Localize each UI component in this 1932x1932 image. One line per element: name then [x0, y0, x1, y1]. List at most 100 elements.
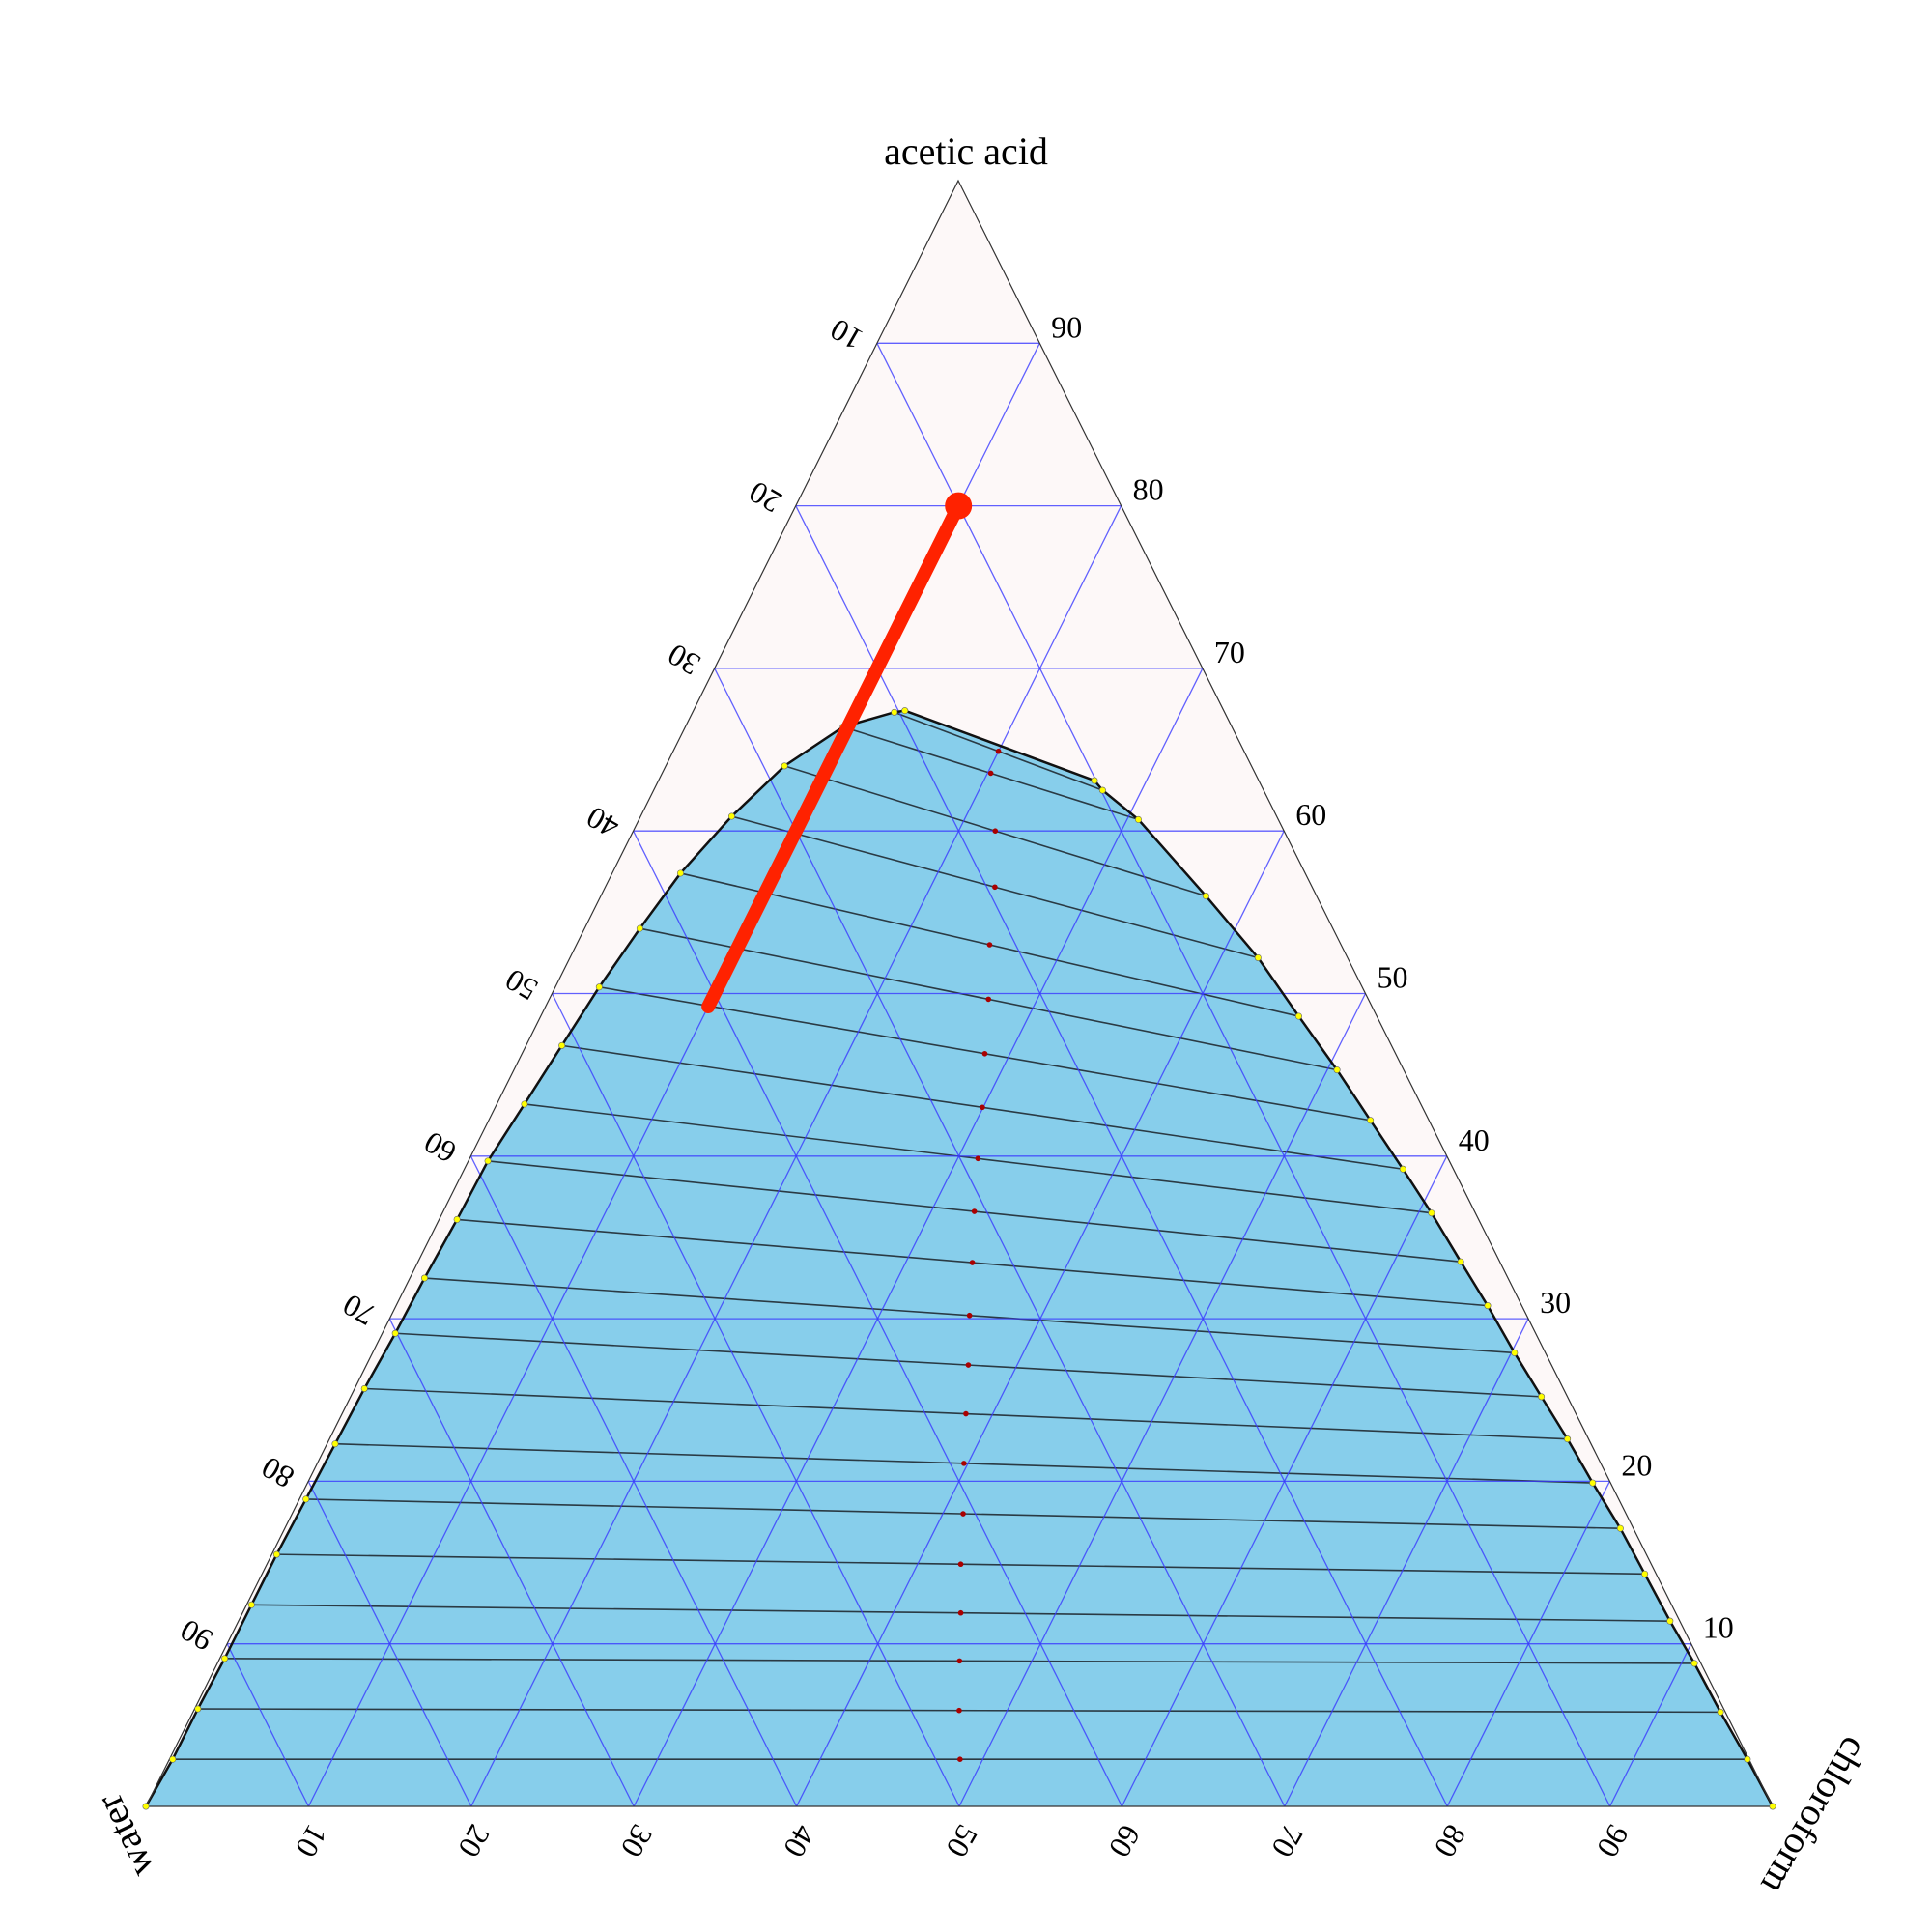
curve-point	[636, 924, 643, 932]
tick-label-chloroform: 50	[940, 1819, 985, 1863]
curve-point	[1616, 1524, 1624, 1532]
curve-point	[420, 1274, 428, 1282]
curve-point	[901, 707, 909, 715]
triangle-outline	[145, 179, 1774, 1807]
curve-point	[247, 1601, 255, 1608]
tick-label-acetic: 10	[1703, 1610, 1734, 1645]
grid-line-chloroform	[1609, 1643, 1692, 1807]
tie-line-midpoint	[985, 996, 992, 1003]
curve-point	[1589, 1479, 1597, 1487]
tick-label-water: 20	[743, 474, 787, 520]
tick-label-water: 60	[418, 1124, 463, 1170]
tick-label-acetic: 90	[1051, 309, 1082, 344]
curve-point	[1717, 1708, 1724, 1716]
tie-line-midpoint	[961, 1461, 967, 1466]
highlight-start-point	[945, 492, 973, 520]
tie-line-midpoint	[992, 828, 999, 834]
curve-point	[1511, 1349, 1519, 1356]
tick-label-chloroform: 40	[777, 1819, 822, 1863]
curve-point	[1428, 1209, 1435, 1217]
grid-line-water	[551, 993, 960, 1807]
tick-label-chloroform: 70	[1264, 1819, 1310, 1863]
tick-label-acetic: 60	[1295, 797, 1326, 832]
grid-line-water	[388, 1318, 635, 1807]
tie-line-midpoint	[957, 1756, 963, 1762]
curve-point	[302, 1495, 310, 1503]
axis-label-chloroform: chloroform	[1752, 1730, 1877, 1902]
tick-label-acetic: 50	[1378, 960, 1408, 995]
curve-point	[1690, 1660, 1698, 1667]
grid-line-chloroform	[1446, 1481, 1610, 1807]
curve-point	[169, 1755, 177, 1763]
curve-point	[142, 1803, 150, 1810]
tick-label-chloroform: 10	[289, 1819, 334, 1863]
tie-line-midpoint	[981, 1050, 988, 1057]
grid-line-water	[226, 1643, 309, 1807]
curve-point	[453, 1215, 461, 1223]
tie-line-midpoints	[956, 748, 1002, 1762]
two-phase-region	[146, 710, 1773, 1807]
curve-point	[1367, 1117, 1375, 1124]
grid-line-chloroform	[633, 668, 1204, 1807]
tie-line-midpoint	[956, 1707, 962, 1714]
tick-label-water: 30	[662, 637, 706, 682]
tick-label-water: 70	[337, 1288, 382, 1333]
grid-line-water	[469, 1155, 798, 1807]
tie-line-midpoint	[992, 884, 998, 891]
tick-label-acetic: 70	[1214, 635, 1245, 669]
tick-label-acetic: 30	[1540, 1285, 1571, 1320]
tie-line-midpoint	[969, 1260, 976, 1265]
curve-point	[1399, 1165, 1406, 1173]
tie-line-midpoint	[956, 1658, 963, 1664]
tie-line-midpoint	[965, 1362, 972, 1368]
tick-label-water: 50	[499, 962, 544, 1008]
curve-point	[484, 1157, 492, 1165]
tie-line-midpoint	[986, 942, 993, 948]
curve-point	[1333, 1066, 1341, 1074]
tie-line-midpoint	[963, 1410, 969, 1417]
curve-point	[194, 1705, 202, 1713]
grid-line-water	[876, 343, 1611, 1807]
tie-line-midpoint	[971, 1208, 978, 1214]
curve-point	[1098, 786, 1106, 794]
curve-points	[142, 707, 1776, 1810]
curve-point	[1457, 1258, 1464, 1265]
tick-label-acetic: 80	[1133, 472, 1164, 507]
tie-line-midpoint	[960, 1511, 966, 1517]
grid-line-chloroform	[1121, 1155, 1448, 1807]
curve-point	[1666, 1617, 1674, 1625]
binodal-curve	[144, 709, 1775, 1807]
curve-point	[558, 1041, 566, 1049]
curve-point	[676, 869, 684, 877]
curve-point	[1294, 1012, 1302, 1020]
tie-line-midpoint	[995, 748, 1002, 754]
tick-label-chloroform: 30	[614, 1819, 660, 1863]
highlight-segment	[701, 492, 973, 1013]
tick-label-chloroform: 80	[1428, 1819, 1473, 1863]
curve-point	[1641, 1570, 1649, 1577]
tick-label-acetic: 20	[1621, 1447, 1652, 1482]
curve-point	[272, 1550, 280, 1558]
curve-point	[1484, 1302, 1492, 1310]
grid-line-water	[307, 1481, 472, 1807]
tie-line-midpoint	[957, 1609, 964, 1616]
curve-point	[521, 1100, 528, 1108]
curve-point	[1564, 1435, 1572, 1443]
tick-label-chloroform: 20	[451, 1819, 497, 1863]
curve-point	[1134, 815, 1142, 823]
curve-point	[1091, 777, 1098, 784]
curve-point	[221, 1655, 229, 1662]
tick-label-water: 40	[581, 800, 625, 845]
curve-point	[1202, 893, 1209, 900]
curve-point	[891, 708, 898, 716]
curve-point	[727, 812, 735, 820]
grid-line-chloroform	[1284, 1318, 1529, 1807]
tick-label-chloroform: 90	[1590, 1819, 1635, 1863]
highlight-line	[701, 498, 966, 1013]
curve-point	[595, 983, 603, 991]
axis-label-acetic-acid: acetic acid	[884, 129, 1048, 173]
curve-point	[391, 1329, 399, 1337]
tick-label-water: 90	[174, 1612, 218, 1658]
